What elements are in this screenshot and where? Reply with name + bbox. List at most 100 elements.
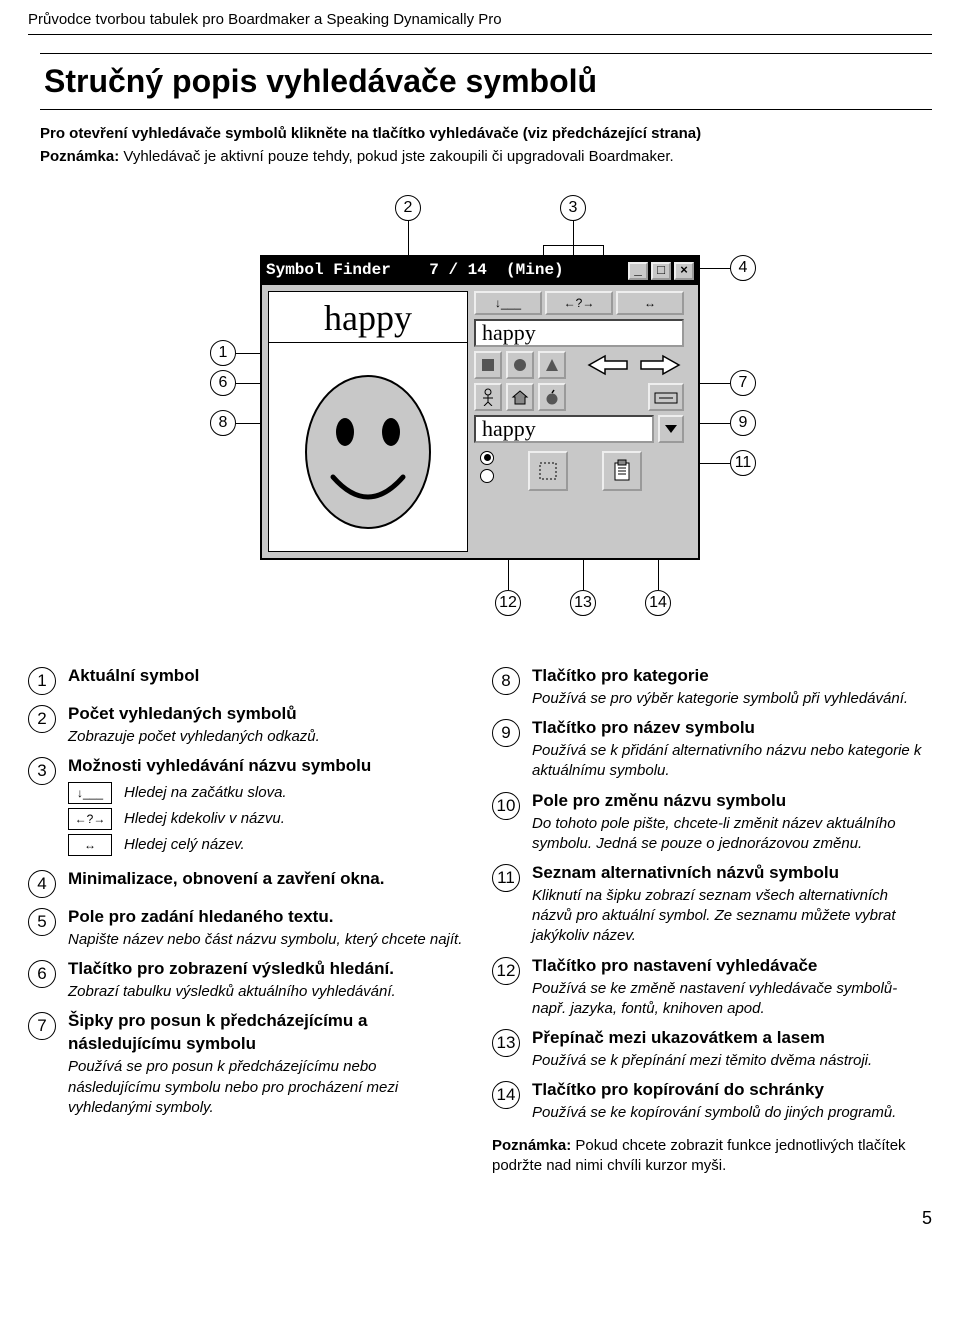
category-person-button[interactable]	[474, 383, 502, 411]
intro-note: Poznámka: Vyhledávač je aktivní pouze te…	[40, 147, 932, 167]
legend-item: 14 Tlačítko pro kopírování do schránkyPou…	[492, 1079, 932, 1123]
legend-number: 1	[28, 667, 56, 695]
legend-item: 11Seznam alternativních názvů symboluKli…	[492, 862, 932, 947]
legend-right-col: 8Tlačítko pro kategoriePoužívá se pro vý…	[492, 665, 932, 1176]
legend-item: 4 Minimalizace, obnovení a zavření okna.	[28, 868, 468, 898]
legend-item: 8Tlačítko pro kategoriePoužívá se pro vý…	[492, 665, 932, 709]
legend-title: Tlačítko pro zobrazení výsledků hledání.	[68, 958, 468, 981]
search-mode-whole[interactable]: ↔	[616, 291, 684, 315]
legend-number: 3	[28, 757, 56, 785]
legend-number: 12	[492, 957, 520, 985]
search-mode-legend-icon: ↓___	[68, 782, 112, 804]
category-house-button[interactable]	[506, 383, 534, 411]
callout-3: 3	[560, 195, 586, 221]
page-title: Stručný popis vyhledávače symbolů	[40, 53, 932, 110]
legend-number: 6	[28, 960, 56, 988]
legend-desc: Do tohoto pole pište, chcete-li změnit n…	[532, 814, 932, 855]
search-mode-start[interactable]: ↓___	[474, 291, 542, 315]
callout-7: 7	[730, 370, 756, 396]
legend-desc: Napište název nebo část názvu symbolu, k…	[68, 930, 468, 950]
rename-input[interactable]: happy	[474, 415, 654, 443]
legend-item: 3 Možnosti vyhledávání názvu symbolu ↓___ H…	[28, 755, 468, 860]
legend-title: Tlačítko pro kategorie	[532, 665, 932, 688]
intro-note-text: Vyhledávač je aktivní pouze tehdy, pokud…	[119, 148, 674, 165]
alt-names-dropdown[interactable]	[658, 415, 684, 443]
settings-button[interactable]	[528, 451, 568, 491]
search-mode-legend-text: Hledej na začátku slova.	[124, 783, 287, 803]
maximize-button[interactable]: □	[651, 262, 671, 280]
legend-number: 4	[28, 870, 56, 898]
window-titlebar: Symbol Finder 7 / 14 (Mine) _ □ ×	[262, 257, 698, 285]
category-apple-button[interactable]	[538, 383, 566, 411]
legend-title: Počet vyhledaných symbolů	[68, 703, 468, 726]
results-circle-button[interactable]	[506, 351, 534, 379]
legend-number: 14	[492, 1081, 520, 1109]
symbol-preview	[268, 342, 468, 552]
legend-title: Aktuální symbol	[68, 665, 468, 688]
search-mode-legend-icon: ↔	[68, 834, 112, 856]
symbol-finder-diagram: 2 3 1 4 7 9 11 5 6 8 10 12 13 14 Symbol …	[190, 195, 770, 635]
callout-12: 12	[495, 590, 521, 616]
callout-9: 9	[730, 410, 756, 436]
search-mode-legend-row: ←?→ Hledej kdekoliv v názvu.	[68, 808, 468, 830]
search-mode-legend-icon: ←?→	[68, 808, 112, 830]
legend-item: 1 Aktuální symbol	[28, 665, 468, 695]
callout-13: 13	[570, 590, 596, 616]
search-mode-legend-text: Hledej celý název.	[124, 835, 245, 855]
legend-title: Tlačítko pro název symbolu	[532, 717, 932, 740]
legend-title: Šipky pro posun k předcházejícímu a násl…	[68, 1010, 468, 1056]
header-rule	[28, 34, 932, 35]
tool-switch[interactable]	[474, 451, 494, 491]
window-title: Symbol Finder 7 / 14 (Mine)	[266, 260, 625, 282]
legend-item: 10 Pole pro změnu názvu symboluDo tohoto …	[492, 790, 932, 854]
legend-number: 11	[492, 864, 520, 892]
legend-number: 13	[492, 1029, 520, 1057]
copy-clipboard-button[interactable]	[602, 451, 642, 491]
next-symbol-button[interactable]	[636, 351, 684, 379]
results-triangle-button[interactable]	[538, 351, 566, 379]
callout-14: 14	[645, 590, 671, 616]
legend-desc: Používá se k přidání alternativního názv…	[532, 741, 932, 782]
callout-4: 4	[730, 255, 756, 281]
callout-2: 2	[395, 195, 421, 221]
search-mode-legend-row: ↔ Hledej celý název.	[68, 834, 468, 856]
callout-1: 1	[210, 340, 236, 366]
legend-title: Tlačítko pro nastavení vyhledávače	[532, 955, 932, 978]
legend-desc: Používá se ke kopírování symbolů do jiný…	[532, 1103, 932, 1123]
legend-desc: Používá se pro posun k předcházejícímu n…	[68, 1057, 468, 1118]
pointer-radio[interactable]	[480, 451, 494, 465]
legend-title: Možnosti vyhledávání názvu symbolu	[68, 755, 468, 778]
legend-desc: Zobrazí tabulku výsledků aktuálního vyhl…	[68, 982, 468, 1002]
legend-item: 6 Tlačítko pro zobrazení výsledků hledání…	[28, 958, 468, 1002]
legend-item: 13 Přepínač mezi ukazovátkem a lasemPouží…	[492, 1027, 932, 1071]
symbol-name-display: happy	[268, 291, 468, 343]
close-button[interactable]: ×	[674, 262, 694, 280]
legend-number: 10	[492, 792, 520, 820]
legend-desc: Používá se k přepínání mezi těmito dvěma…	[532, 1051, 932, 1071]
legend-number: 7	[28, 1012, 56, 1040]
search-input[interactable]: happy	[474, 319, 684, 347]
results-square-button[interactable]	[474, 351, 502, 379]
legend-title: Tlačítko pro kopírování do schránky	[532, 1079, 932, 1102]
search-mode-legend-row: ↓___ Hledej na začátku slova.	[68, 782, 468, 804]
lasso-radio[interactable]	[480, 469, 494, 483]
legend: 1 Aktuální symbol 2Počet vyhledaných symbo…	[28, 665, 932, 1176]
legend-item: 2Počet vyhledaných symbolůZobrazuje poče…	[28, 703, 468, 747]
prev-symbol-button[interactable]	[584, 351, 632, 379]
search-mode-legend-text: Hledej kdekoliv v názvu.	[124, 809, 285, 829]
search-mode-buttons: ↓___ ←?→ ↔	[474, 291, 684, 315]
callout-11: 11	[730, 450, 756, 476]
legend-item: 12Tlačítko pro nastavení vyhledávačePouž…	[492, 955, 932, 1019]
minimize-button[interactable]: _	[628, 262, 648, 280]
intro-block: Pro otevření vyhledávače symbolů kliknět…	[40, 124, 932, 167]
legend-left-col: 1 Aktuální symbol 2Počet vyhledaných symbo…	[28, 665, 468, 1176]
legend-number: 8	[492, 667, 520, 695]
search-mode-anywhere[interactable]: ←?→	[545, 291, 613, 315]
legend-item: 9Tlačítko pro název symboluPoužívá se k …	[492, 717, 932, 781]
legend-title: Minimalizace, obnovení a zavření okna.	[68, 868, 468, 891]
happy-face-icon	[293, 362, 443, 532]
add-name-button[interactable]	[648, 383, 684, 411]
legend-title: Pole pro změnu názvu symbolu	[532, 790, 932, 813]
callout-8: 8	[210, 410, 236, 436]
legend-title: Přepínač mezi ukazovátkem a lasem	[532, 1027, 932, 1050]
